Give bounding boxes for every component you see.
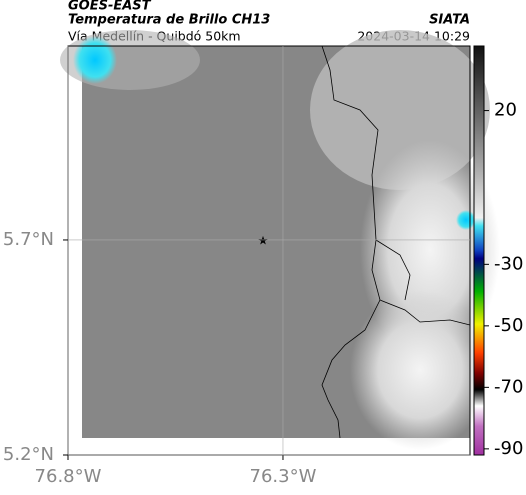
product: Temperatura de Brillo CH13: [68, 13, 270, 28]
colorbar: [473, 45, 485, 456]
source: GOES-EAST: [68, 0, 152, 14]
colorbar-label: -50: [494, 315, 523, 336]
colorbar-label: -30: [494, 253, 523, 274]
colorbar-label: -70: [494, 376, 523, 397]
x-tick-label: 76.3°W: [250, 466, 317, 487]
y-tick-label: 5.7°N: [3, 229, 54, 250]
agency: SIATA: [429, 13, 470, 28]
x-tick-label: 76.8°W: [35, 466, 102, 487]
imagery: ★: [60, 30, 500, 450]
svg-text:★: ★: [258, 234, 269, 248]
colorbar-label: 20: [494, 100, 517, 121]
y-tick-label: 5.2°N: [3, 444, 54, 465]
colorbar-label: -90: [494, 438, 523, 459]
